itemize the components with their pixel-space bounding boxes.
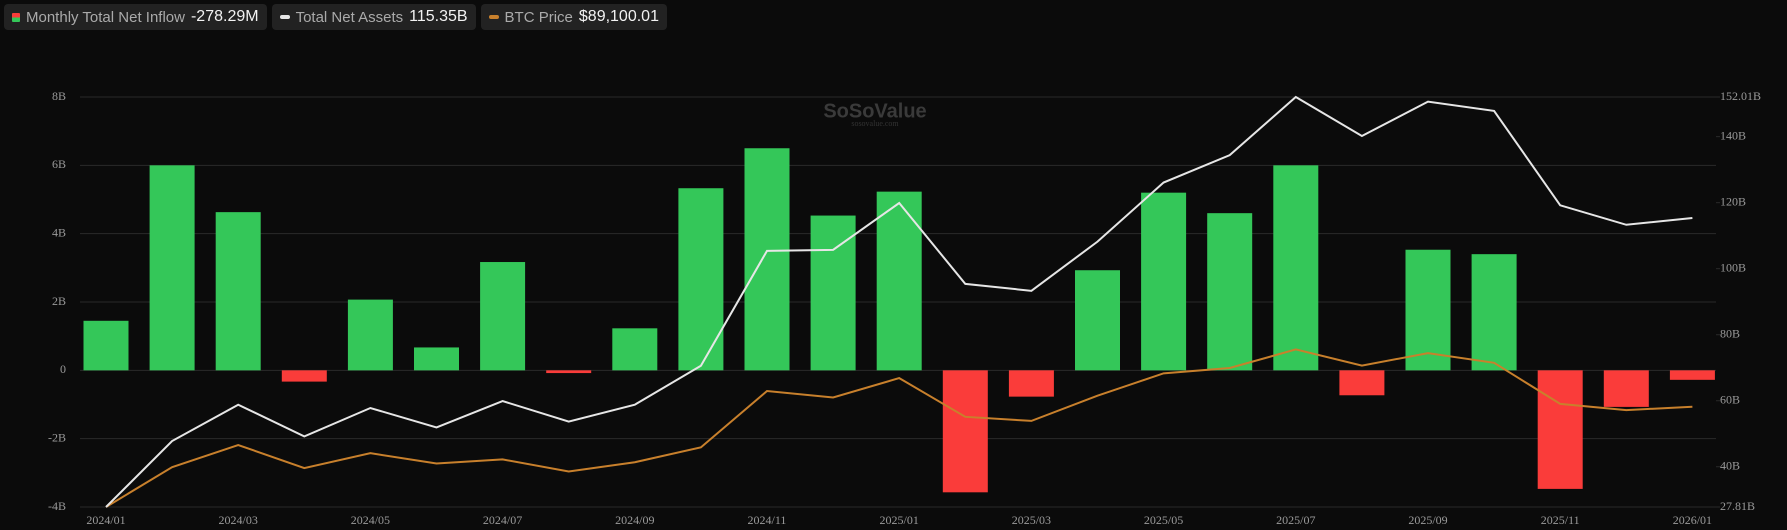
bar: [1008, 370, 1054, 397]
x-tick-label: 2025/09: [1408, 513, 1447, 527]
x-tick-label: 2025/01: [880, 513, 919, 527]
legend-item: BTC Price $89,100.01: [480, 4, 667, 30]
legend-item: Monthly Total Net Inflow -278.29M: [4, 4, 267, 30]
bar: [876, 191, 922, 371]
y2-tick-label: 120B: [1720, 194, 1746, 208]
bar: [744, 148, 790, 371]
bar: [1603, 370, 1649, 407]
line: [105, 95, 1693, 508]
legend-icon: [12, 12, 20, 22]
legend-icon: [279, 15, 290, 19]
x-tick-label: 2024/01: [86, 513, 125, 527]
legend-value: 115.35B: [409, 8, 468, 25]
bar: [1207, 213, 1253, 371]
legend-item: Total Net Assets 115.35B: [271, 4, 476, 30]
watermark-sub: sosovalue.com: [851, 119, 899, 128]
bar: [612, 328, 658, 371]
legend-label: Monthly Total Net Inflow: [26, 8, 185, 26]
bar: [810, 215, 856, 371]
bar: [149, 165, 195, 371]
bar: [480, 262, 526, 371]
y2-tick-label: 40B: [1720, 459, 1740, 473]
y-tick-label: 8B: [52, 89, 66, 103]
bar: [546, 370, 592, 374]
bar: [215, 212, 261, 371]
bar: [347, 299, 393, 371]
y-tick-label: 4B: [52, 225, 66, 239]
legend-value: -278.29M: [190, 8, 259, 25]
x-tick-label: 2026/01: [1673, 513, 1712, 527]
y-tick-label: 6B: [52, 157, 66, 171]
y2-tick-label: 152.01B: [1720, 89, 1761, 103]
x-tick-label: 2024/03: [219, 513, 258, 527]
bar: [1669, 370, 1715, 380]
bar: [83, 320, 129, 371]
bar: [1075, 270, 1120, 371]
x-tick-label: 2024/05: [351, 513, 390, 527]
bar: [1141, 192, 1187, 371]
bar: [1339, 370, 1385, 396]
y-tick-label: -2B: [48, 430, 66, 444]
line: [105, 348, 1693, 508]
x-tick-label: 2025/05: [1144, 513, 1183, 527]
x-tick-label: 2025/11: [1541, 513, 1580, 527]
legend: Monthly Total Net Inflow -278.29M Total Ne…: [4, 4, 667, 30]
y2-tick-label: 100B: [1720, 260, 1746, 274]
legend-icon: [488, 15, 499, 19]
y2-tick-label: 60B: [1720, 392, 1740, 406]
bar: [281, 370, 327, 382]
bar: [1537, 370, 1583, 489]
x-tick-label: 2024/11: [748, 513, 787, 527]
y2-tick-label: 80B: [1720, 326, 1740, 340]
watermark: SoSoValue: [823, 100, 926, 122]
y-tick-label: -4B: [48, 499, 66, 513]
y2-tick-label: 27.81B: [1720, 499, 1755, 513]
x-tick-label: 2025/03: [1012, 513, 1051, 527]
x-tick-label: 2024/07: [483, 513, 522, 527]
x-tick-label: 2025/07: [1276, 513, 1315, 527]
bar: [942, 370, 988, 493]
legend-label: Total Net Assets: [295, 8, 404, 26]
bar: [414, 347, 459, 371]
y2-tick-label: 140B: [1720, 128, 1746, 142]
y-tick-label: 0: [60, 362, 66, 376]
legend-label: BTC Price: [504, 8, 573, 26]
legend-value: $89,100.01: [578, 8, 659, 25]
bar: [1471, 254, 1517, 371]
bar: [1405, 249, 1451, 371]
y-tick-label: 2B: [52, 294, 66, 308]
x-tick-label: 2024/09: [615, 513, 654, 527]
bar: [678, 188, 724, 371]
bar: [1273, 165, 1319, 371]
